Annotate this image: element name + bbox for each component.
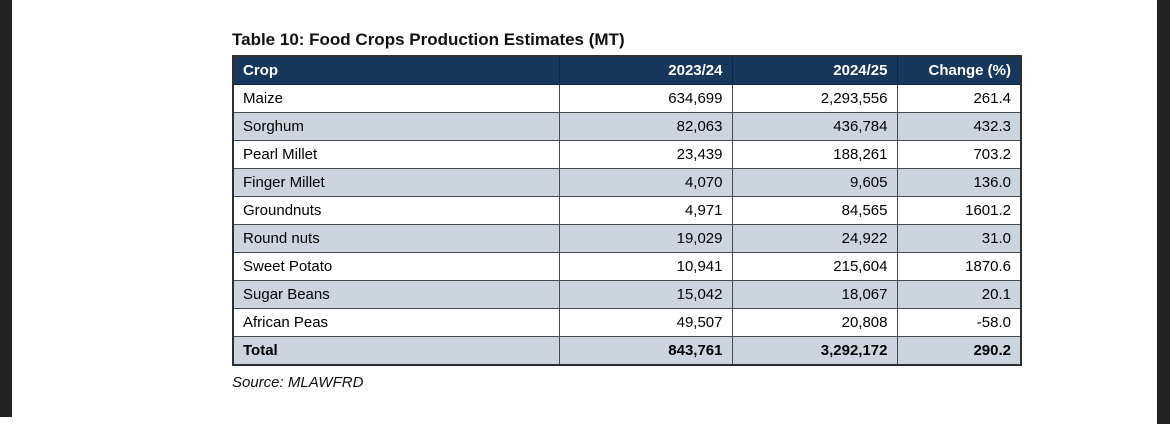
cell-crop: Sweet Potato bbox=[232, 252, 560, 281]
table-row-african-peas: African Peas 49,507 20,808 -58.0 bbox=[232, 308, 1022, 337]
cell-2024-25: 188,261 bbox=[731, 140, 898, 169]
cell-2024-25: 436,784 bbox=[731, 112, 898, 141]
table-title: Table 10: Food Crops Production Estimate… bbox=[232, 30, 625, 49]
column-header-2023-24: 2023/24 bbox=[558, 55, 733, 85]
table-row-total: Total 843,761 3,292,172 290.2 bbox=[232, 336, 1022, 366]
cell-change: 261.4 bbox=[896, 84, 1022, 113]
cell-total-2024-25: 3,292,172 bbox=[731, 336, 898, 366]
cell-2023-24: 634,699 bbox=[558, 84, 733, 113]
cell-total-change: 290.2 bbox=[896, 336, 1022, 366]
cell-2024-25: 9,605 bbox=[731, 168, 898, 197]
table-row-round-nuts: Round nuts 19,029 24,922 31.0 bbox=[232, 224, 1022, 253]
cell-change: 20.1 bbox=[896, 280, 1022, 309]
cell-crop: Sugar Beans bbox=[232, 280, 560, 309]
cell-crop: Round nuts bbox=[232, 224, 560, 253]
column-header-change: Change (%) bbox=[896, 55, 1022, 85]
cell-crop: African Peas bbox=[232, 308, 560, 337]
cell-crop: Sorghum bbox=[232, 112, 560, 141]
column-header-crop: Crop bbox=[232, 55, 560, 85]
cell-change: 31.0 bbox=[896, 224, 1022, 253]
cell-change: -58.0 bbox=[896, 308, 1022, 337]
header-row: Crop 2023/24 2024/25 Change (%) bbox=[232, 55, 1022, 85]
cell-change: 1601.2 bbox=[896, 196, 1022, 225]
source-note: Source: MLAWFRD bbox=[232, 374, 364, 391]
right-edge-bar bbox=[1157, 0, 1170, 424]
cell-2023-24: 4,971 bbox=[558, 196, 733, 225]
cell-change: 432.3 bbox=[896, 112, 1022, 141]
table-row-finger-millet: Finger Millet 4,070 9,605 136.0 bbox=[232, 168, 1022, 197]
cell-crop: Finger Millet bbox=[232, 168, 560, 197]
cell-2024-25: 24,922 bbox=[731, 224, 898, 253]
table-section: Table 10: Food Crops Production Estimate… bbox=[232, 30, 1022, 391]
table-row-sugar-beans: Sugar Beans 15,042 18,067 20.1 bbox=[232, 280, 1022, 309]
cell-2023-24: 23,439 bbox=[558, 140, 733, 169]
cell-2024-25: 84,565 bbox=[731, 196, 898, 225]
cell-2023-24: 10,941 bbox=[558, 252, 733, 281]
cell-crop: Maize bbox=[232, 84, 560, 113]
cell-2023-24: 15,042 bbox=[558, 280, 733, 309]
table-row-maize: Maize 634,699 2,293,556 261.4 bbox=[232, 84, 1022, 113]
cell-change: 1870.6 bbox=[896, 252, 1022, 281]
cell-2023-24: 49,507 bbox=[558, 308, 733, 337]
cell-total-label: Total bbox=[232, 336, 560, 366]
column-header-2024-25: 2024/25 bbox=[731, 55, 898, 85]
cell-2024-25: 20,808 bbox=[731, 308, 898, 337]
food-crops-table: Crop 2023/24 2024/25 Change (%) Maize 63… bbox=[232, 55, 1022, 366]
cell-2024-25: 18,067 bbox=[731, 280, 898, 309]
cell-total-2023-24: 843,761 bbox=[558, 336, 733, 366]
table-row-pearl-millet: Pearl Millet 23,439 188,261 703.2 bbox=[232, 140, 1022, 169]
cell-crop: Groundnuts bbox=[232, 196, 560, 225]
table-row-sorghum: Sorghum 82,063 436,784 432.3 bbox=[232, 112, 1022, 141]
cell-2023-24: 82,063 bbox=[558, 112, 733, 141]
cell-crop: Pearl Millet bbox=[232, 140, 560, 169]
cell-change: 136.0 bbox=[896, 168, 1022, 197]
cell-2023-24: 4,070 bbox=[558, 168, 733, 197]
cell-change: 703.2 bbox=[896, 140, 1022, 169]
left-edge-bar bbox=[0, 0, 12, 417]
cell-2023-24: 19,029 bbox=[558, 224, 733, 253]
cell-2024-25: 2,293,556 bbox=[731, 84, 898, 113]
cell-2024-25: 215,604 bbox=[731, 252, 898, 281]
table-row-groundnuts: Groundnuts 4,971 84,565 1601.2 bbox=[232, 196, 1022, 225]
table-row-sweet-potato: Sweet Potato 10,941 215,604 1870.6 bbox=[232, 252, 1022, 281]
